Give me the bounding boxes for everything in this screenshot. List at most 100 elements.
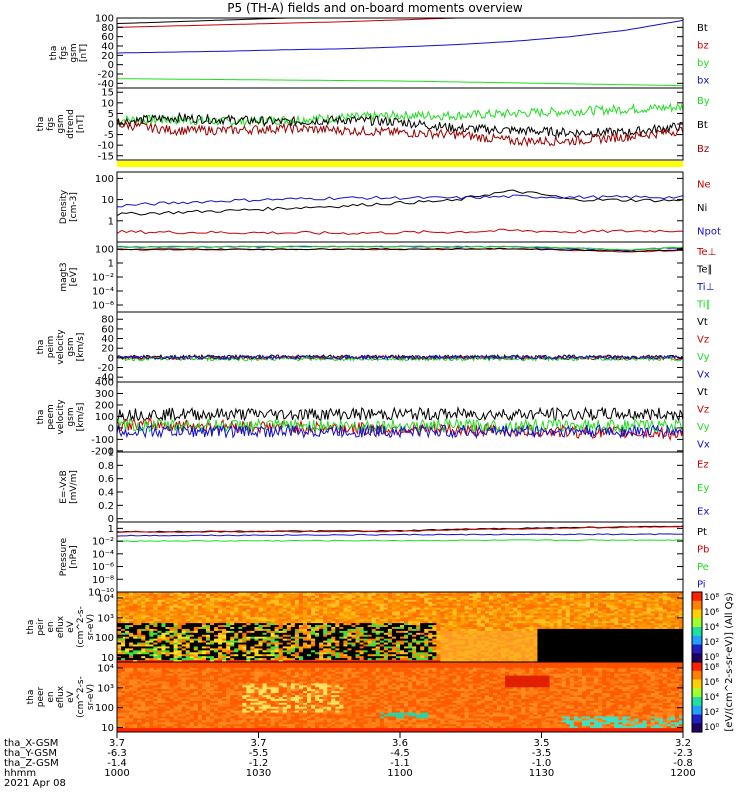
x-tick-label-y: -5.5 <box>249 748 269 759</box>
legend-label-Vx: Vx <box>697 439 710 450</box>
series-line-Npot <box>116 194 684 208</box>
legend-label-by: by <box>697 58 709 69</box>
y-tick-label: 60 <box>101 32 114 43</box>
colorbar-swatch <box>692 670 702 681</box>
colorbar-swatch <box>692 653 702 663</box>
y-tick-label: 10⁻⁴ <box>92 287 114 298</box>
legend-label-Ex: Ex <box>697 506 709 517</box>
svg-text:tha: tha <box>36 340 46 355</box>
panel-frame <box>116 241 684 313</box>
svg-text:gsm: gsm <box>56 114 66 133</box>
y-tick-label: 0 <box>108 120 114 131</box>
svg-text:Pressure: Pressure <box>59 537 69 576</box>
colorbar-tick-label: 10⁴ <box>704 693 719 703</box>
x-tick-label-z: -1.4 <box>107 758 127 769</box>
colorbar-swatch <box>692 592 702 602</box>
x-tick-label-z: -1.1 <box>390 758 410 769</box>
x-tick-label-x: 3.2 <box>675 738 691 749</box>
svg-text:[cm-3]: [cm-3] <box>69 192 79 222</box>
y-tick-label: -10 <box>98 141 114 152</box>
x-row-label: 2021 Apr 08 <box>4 778 66 789</box>
legend-label-bx: bx <box>697 75 709 86</box>
y-axis-label: tha peer en eflux eV (cm^2-s-sr-eV) <box>26 676 96 718</box>
colorbar-swatch <box>692 679 702 689</box>
series-line-Ni <box>116 189 684 217</box>
svg-text:E=-VxB: E=-VxB <box>59 470 69 504</box>
panel-3: 100 10 1 Density [cm-3] Ne Ni Npot <box>59 171 721 243</box>
y-tick-label: -40 <box>98 79 114 90</box>
y-tick-label: 1 <box>108 524 114 535</box>
svg-text:velocity: velocity <box>56 399 66 435</box>
colorbar-swatch <box>692 723 702 733</box>
colorbar-label: [eV/(cm^2-s-sr-eV)] (All Qs) <box>724 592 735 731</box>
y-tick-label: 100 <box>95 633 114 644</box>
series-line-Bt <box>116 17 683 25</box>
x-tick-label-x: 3.5 <box>534 738 550 749</box>
series-line-by <box>117 78 684 87</box>
colorbar-tick-label: 10⁰ <box>704 653 719 663</box>
x-tick-label-z: -1.2 <box>249 758 269 769</box>
legend-label-Te∥: Te∥ <box>696 264 713 275</box>
y-tick-label: 40 <box>101 42 114 53</box>
x-tick-label-time: 1100 <box>387 768 412 779</box>
y-tick-label: -20 <box>98 70 114 81</box>
svg-text:gsm: gsm <box>66 337 76 356</box>
svg-text:Density: Density <box>59 189 69 224</box>
series-line-Vx <box>116 354 684 361</box>
colorbar-tick-label: 10⁸ <box>704 663 719 673</box>
y-axis-label: tha peim velocity gsm [km/s] <box>36 329 86 365</box>
svg-text:[mV/m]: [mV/m] <box>69 470 79 504</box>
legend-label-Ti∥: Ti∥ <box>696 299 711 310</box>
svg-text:peem: peem <box>46 404 56 430</box>
panel-frame <box>116 451 684 523</box>
x-row-label: hhmm <box>4 768 36 779</box>
series-line-Bt <box>116 111 684 139</box>
legend-label-Vz: Vz <box>697 404 709 415</box>
legend-label-Npot: Npot <box>697 226 721 237</box>
svg-text:[nT]: [nT] <box>76 115 86 133</box>
y-tick-label: 200 <box>95 400 114 411</box>
y-tick-label: 10⁻⁴ <box>92 549 114 560</box>
colorbar-swatch <box>692 644 702 654</box>
series-line-bx <box>116 19 684 54</box>
y-tick-label: 10 <box>101 98 114 109</box>
y-tick-label: 1 <box>108 259 114 270</box>
panel-frame <box>116 17 684 89</box>
series-line-Vy <box>116 417 684 434</box>
y-axis-label: tha fgs gsm dtrend [nT] <box>36 109 86 139</box>
y-tick-label: 0.4 <box>98 488 114 499</box>
x-tick-label-x: 3.7 <box>109 738 125 749</box>
y-tick-label: -200 <box>91 446 114 457</box>
x-tick-label-time: 1000 <box>104 768 129 779</box>
panel-9: 10⁴ 10³ 100 10 tha peir en eflux eV (cm^2-s-sr-eV… <box>26 591 684 664</box>
x-tick-label-y: -3.5 <box>532 748 552 759</box>
y-tick-label: 10³ <box>97 683 114 694</box>
y-tick-label: 10⁻¹⁰ <box>88 588 114 599</box>
y-tick-label: 10 <box>101 723 114 734</box>
x-tick-label-z: -1.0 <box>532 758 552 769</box>
series-line-Ne <box>116 228 684 236</box>
legend-label-Ey: Ey <box>697 483 709 494</box>
y-axis-label: E=-VxB [mV/m] <box>59 470 79 504</box>
y-tick-label: 10⁴ <box>97 663 114 674</box>
legend-label-Vt: Vt <box>697 387 708 398</box>
colorbar-swatch <box>692 618 702 628</box>
y-tick-label: 0 <box>108 514 114 525</box>
svg-text:[km/s]: [km/s] <box>76 403 86 432</box>
legend-label-Vy: Vy <box>697 422 710 433</box>
y-tick-label: 10⁴ <box>97 593 114 604</box>
series-line-Vx <box>116 423 684 440</box>
y-tick-label: -15 <box>98 151 114 162</box>
y-tick-label: 40 <box>101 334 114 345</box>
legend-label-Ti⊥: Ti⊥ <box>696 282 714 293</box>
legend-label-Bt: Bt <box>697 120 708 131</box>
legend-label-Ez: Ez <box>697 460 709 471</box>
y-tick-label: 10 <box>101 195 114 206</box>
legend-label-Vz: Vz <box>697 334 709 345</box>
status-bar-yellow <box>117 161 683 167</box>
svg-text:gsm: gsm <box>66 407 76 426</box>
svg-text:velocity: velocity <box>56 329 66 365</box>
y-tick-label: 60 <box>101 324 114 335</box>
colorbar-swatch <box>692 714 702 724</box>
colorbar-swatch <box>692 697 702 707</box>
